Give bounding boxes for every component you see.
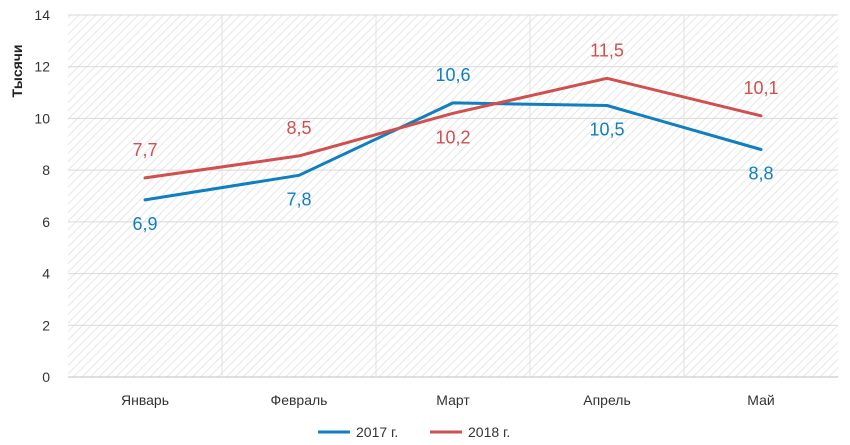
data-label: 11,5 <box>590 40 624 60</box>
x-tick-label: Март <box>436 392 470 408</box>
y-tick-label: 2 <box>42 317 50 333</box>
series-line-0 <box>143 101 763 202</box>
x-tick-label: Май <box>747 392 774 408</box>
y-axis-title: Тысячи <box>9 44 25 97</box>
y-tick-label: 6 <box>42 214 50 230</box>
data-label: 7,8 <box>286 189 311 209</box>
x-tick-label: Февраль <box>271 392 328 408</box>
y-tick-label: 0 <box>42 369 50 385</box>
y-tick-label: 8 <box>42 162 50 178</box>
data-label: 7,7 <box>132 140 157 160</box>
series-line-1 <box>143 76 763 180</box>
data-label: 6,9 <box>132 214 157 234</box>
data-label: 10,6 <box>435 65 470 85</box>
data-label: 10,2 <box>435 127 470 147</box>
data-label: 8,5 <box>286 118 311 138</box>
y-tick-label: 10 <box>34 110 50 126</box>
y-tick-label: 4 <box>42 266 50 282</box>
legend-label: 2018 г. <box>468 424 510 440</box>
x-tick-label: Январь <box>121 392 169 408</box>
legend-label: 2017 г. <box>356 424 398 440</box>
x-tick-label: Апрель <box>583 392 631 408</box>
data-label: 8,8 <box>748 163 773 183</box>
y-tick-label: 14 <box>34 7 50 23</box>
y-tick-label: 12 <box>34 59 50 75</box>
plot-area <box>68 15 838 377</box>
data-label: 10,1 <box>743 78 778 98</box>
data-label: 10,5 <box>589 120 624 140</box>
